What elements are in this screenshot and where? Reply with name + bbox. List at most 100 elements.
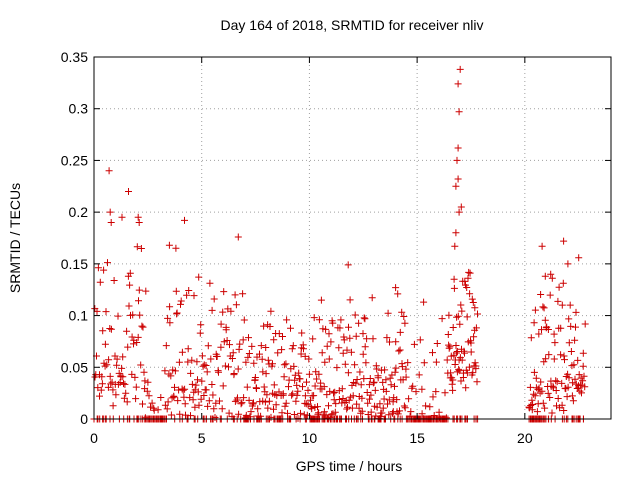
data-point (326, 387, 334, 395)
data-point (569, 397, 577, 405)
data-point (335, 344, 343, 352)
data-point (245, 334, 252, 342)
data-point (325, 402, 332, 410)
data-point (466, 290, 474, 298)
data-point (449, 386, 457, 394)
data-point (157, 394, 165, 401)
data-point (238, 399, 246, 407)
data-point (256, 350, 263, 358)
data-point (560, 407, 568, 414)
data-point (200, 392, 208, 399)
data-point (171, 383, 178, 391)
data-point (351, 361, 359, 369)
data-point (558, 301, 566, 309)
data-point (170, 393, 178, 401)
data-point (102, 308, 110, 316)
data-point (472, 362, 480, 370)
data-point (559, 279, 567, 287)
data-point (280, 373, 288, 381)
data-point (415, 371, 423, 379)
data-point (174, 397, 182, 405)
data-point (412, 388, 420, 396)
data-point (367, 391, 375, 399)
data-point (457, 301, 465, 309)
data-point (321, 358, 329, 366)
data-point (361, 343, 369, 351)
data-point (448, 380, 456, 388)
data-point (172, 287, 180, 295)
data-point (470, 333, 478, 341)
data-point (244, 353, 252, 361)
data-point (217, 343, 225, 351)
data-point (98, 373, 106, 381)
data-point (289, 390, 297, 398)
data-point (382, 376, 390, 384)
data-point (290, 411, 298, 418)
data-point (345, 323, 352, 331)
data-point (380, 395, 388, 403)
data-point (132, 383, 140, 391)
data-point (540, 304, 548, 312)
data-point (446, 343, 454, 351)
data-point (553, 402, 560, 410)
data-point (134, 213, 142, 221)
data-point (219, 382, 227, 390)
data-point (232, 301, 240, 309)
data-point (210, 295, 218, 303)
data-point (345, 396, 353, 404)
data-point (177, 300, 184, 308)
data-point (349, 392, 357, 400)
data-point (162, 342, 170, 350)
data-point (122, 389, 130, 397)
data-point (546, 291, 554, 299)
data-point (94, 264, 102, 272)
data-point (231, 291, 239, 299)
data-point (119, 353, 127, 361)
data-point (297, 409, 304, 417)
data-point (394, 290, 402, 298)
data-point (211, 414, 219, 421)
data-point (138, 322, 146, 330)
data-point (384, 309, 392, 317)
data-point (453, 348, 461, 355)
data-point (202, 386, 210, 394)
data-point (167, 372, 175, 380)
data-point (305, 355, 313, 363)
data-point (568, 392, 576, 400)
data-point (401, 404, 409, 412)
chart-title: Day 164 of 2018, SRMTID for receiver nli… (221, 17, 484, 33)
data-point (195, 401, 203, 409)
data-point (444, 331, 452, 338)
data-point (254, 405, 262, 413)
data-point (239, 336, 247, 344)
data-point (407, 408, 415, 416)
data-point (392, 364, 400, 372)
data-point (558, 401, 566, 409)
data-point (225, 363, 232, 371)
data-point (116, 379, 124, 386)
data-point (330, 389, 337, 397)
y-axis-title: SRMTID / TECUs (7, 183, 23, 293)
data-point (533, 408, 541, 416)
data-point (369, 335, 377, 343)
data-point (164, 398, 172, 406)
data-point (571, 375, 579, 383)
x-axis-title: GPS time / hours (296, 458, 403, 474)
data-point (441, 389, 449, 397)
data-point (105, 356, 113, 364)
data-point (154, 406, 162, 414)
data-point (547, 270, 555, 278)
data-point (360, 375, 368, 383)
data-point (526, 383, 534, 391)
data-point (133, 243, 141, 251)
data-point (344, 403, 351, 411)
data-point (565, 339, 573, 347)
data-point (166, 319, 174, 327)
data-point (96, 392, 103, 400)
data-point (391, 382, 398, 390)
y-tick-label: 0.05 (61, 359, 88, 375)
data-point (581, 320, 589, 328)
data-point (323, 391, 331, 399)
data-point (267, 307, 275, 315)
data-point (550, 355, 558, 363)
